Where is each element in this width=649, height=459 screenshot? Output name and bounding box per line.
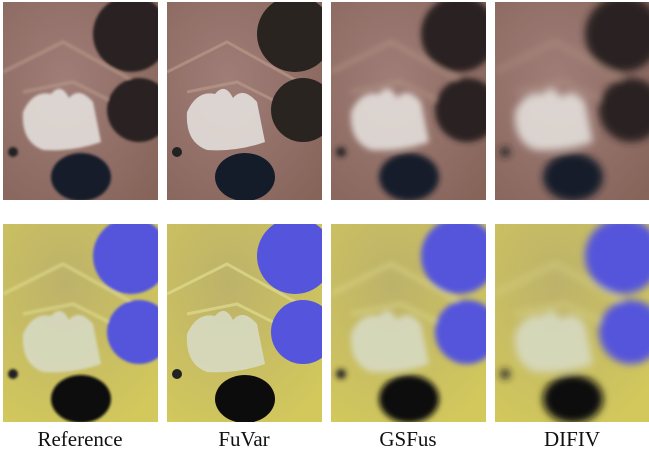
column-label: Reference [37, 427, 122, 451]
figure: Reference FuVar GSFus DIFIV [0, 0, 649, 459]
pond [51, 375, 111, 423]
column-label: DIFIV [544, 427, 600, 451]
image-panel [495, 218, 649, 423]
dark-spot [8, 147, 18, 157]
image-panel [495, 0, 649, 201]
field-circle [271, 78, 335, 142]
field-circle [107, 78, 171, 142]
pond [215, 375, 275, 423]
dark-spot [8, 369, 18, 379]
dark-spot [500, 147, 510, 157]
field-circle [421, 218, 497, 294]
pond [543, 153, 603, 201]
image-panel [167, 218, 335, 423]
dark-spot [336, 369, 346, 379]
field-circle [435, 78, 499, 142]
pond [215, 153, 275, 201]
dark-spot [500, 369, 510, 379]
field-circle [271, 300, 335, 364]
column-label: GSFus [379, 427, 436, 451]
column-label: FuVar [218, 427, 269, 451]
dark-spot [172, 369, 182, 379]
field-circle [93, 218, 169, 294]
pond [379, 153, 439, 201]
pond [51, 153, 111, 201]
field-circle [435, 300, 499, 364]
dark-spot [172, 147, 182, 157]
pond [379, 375, 439, 423]
image-panel [331, 218, 499, 423]
field-circle [107, 300, 171, 364]
pond [543, 375, 603, 423]
field-circle [257, 218, 333, 294]
dark-spot [336, 147, 346, 157]
image-panel [3, 218, 171, 423]
image-panel [167, 0, 335, 201]
image-panel [3, 0, 171, 201]
image-panel [331, 0, 499, 201]
